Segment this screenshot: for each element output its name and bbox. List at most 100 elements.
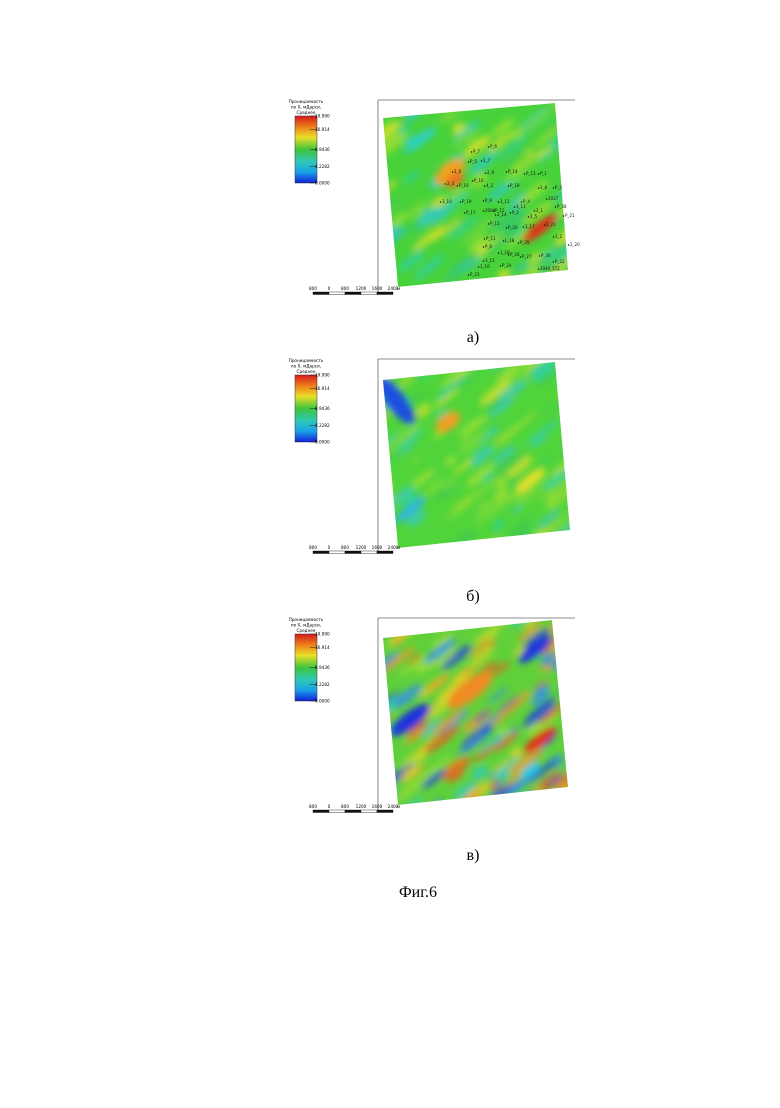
texture-blob	[444, 351, 468, 372]
well	[568, 244, 569, 245]
well-label: 2_20	[570, 242, 580, 247]
scale-label: 800	[309, 286, 317, 291]
scale-segment	[361, 292, 377, 295]
page: Фиг.6 Проницаемостьпо X, мДарси,Среднее1…	[0, 0, 780, 1103]
scale-segment	[329, 551, 345, 554]
legend-tick-label: 8.9436	[315, 406, 330, 411]
well-label: P_28	[510, 252, 520, 257]
scale-segment	[345, 292, 361, 295]
scale-segment	[361, 551, 377, 554]
well	[534, 210, 535, 211]
well-label: P_8	[485, 244, 492, 249]
well-label: P_13	[526, 171, 536, 176]
texture-blob	[528, 272, 568, 306]
texture-blob	[378, 512, 394, 526]
well	[523, 226, 524, 227]
well-label: 3_15	[485, 258, 495, 263]
well	[445, 183, 446, 184]
scale-label: 800	[341, 804, 349, 809]
well	[553, 187, 554, 188]
well-label: 1_11	[500, 199, 510, 204]
texture-blob	[368, 711, 393, 732]
well-label: 1_2	[555, 234, 563, 239]
legend-tick-label: 16.914	[315, 386, 330, 391]
well-label: P_20	[508, 225, 518, 230]
well-label: P_17	[466, 210, 476, 215]
well	[498, 252, 499, 253]
texture-blob	[370, 266, 390, 284]
panel: Проницаемостьпо X, мДарси,Среднее19.9901…	[289, 345, 588, 605]
caption: в)	[467, 847, 480, 864]
well-label: P_14	[508, 169, 518, 174]
scale-unit: м	[397, 545, 400, 550]
well-label: P_10	[459, 183, 469, 188]
scale-segment	[377, 551, 393, 554]
scale-segment	[345, 810, 361, 813]
well	[464, 212, 465, 213]
property-map	[369, 345, 588, 561]
legend-tick-label: 0.0000	[315, 181, 330, 186]
scale-segment	[329, 292, 345, 295]
texture-blob	[551, 623, 585, 652]
well	[506, 227, 507, 228]
caption: б)	[466, 588, 479, 605]
well	[481, 160, 482, 161]
well-label: P_21	[565, 213, 575, 218]
scale-segment	[377, 292, 393, 295]
well-label: 2_7	[483, 158, 491, 163]
scale-segment	[313, 292, 329, 295]
scale-label: 800	[309, 804, 317, 809]
well-label: 2_6	[454, 169, 462, 174]
well	[508, 185, 509, 186]
legend-tick-label: 8.9436	[315, 665, 330, 670]
well	[488, 146, 489, 147]
well	[553, 236, 554, 237]
well	[472, 180, 473, 181]
texture-blob	[560, 796, 578, 813]
panel: Проницаемостьпо X, мДарси,Среднее19.9901…	[289, 607, 587, 864]
scale-label: 800	[309, 545, 317, 550]
well	[544, 224, 545, 225]
legend-title: Среднее	[297, 110, 316, 115]
well-label: P_5	[470, 159, 477, 164]
well-label: P_23	[470, 272, 480, 277]
well	[498, 201, 499, 202]
property-map	[363, 607, 586, 820]
figure-label: Фиг.6	[399, 884, 437, 901]
well-label: 1_17	[525, 224, 535, 229]
texture-blob	[558, 170, 587, 196]
texture-blob	[557, 678, 576, 695]
well-label: P_1	[540, 171, 547, 176]
well	[521, 201, 522, 202]
scale-label: 1200	[356, 545, 367, 550]
scale-segment	[377, 810, 393, 813]
texture-blob	[555, 376, 583, 401]
well	[471, 151, 472, 152]
legend-tick-label: 4.2282	[315, 423, 330, 428]
legend-title: Среднее	[297, 628, 316, 633]
well-label: P_16	[474, 178, 484, 183]
scale-label: 0	[328, 804, 331, 809]
legend-title: по X, мДарси,	[291, 623, 321, 628]
well-label: P_9	[485, 198, 492, 203]
texture-blob	[370, 207, 391, 227]
well-label: 2_14	[497, 212, 507, 217]
scale-unit: м	[397, 804, 400, 809]
well-label: P_2	[512, 210, 519, 215]
well-label: 2_5	[530, 214, 538, 219]
well-label: P_22	[555, 259, 565, 264]
well-label: P_24	[502, 263, 512, 268]
scale-label: 1600	[372, 545, 383, 550]
legend-tick-label: 8.9436	[315, 147, 330, 152]
scale-label: 1600	[372, 804, 383, 809]
well	[483, 260, 484, 261]
texture-blob	[523, 534, 538, 547]
well-label: 4_2	[486, 183, 494, 188]
well	[495, 214, 496, 215]
well	[457, 185, 458, 186]
scale-segment	[345, 551, 361, 554]
legend-tick-label: 4.2282	[315, 682, 330, 687]
well	[528, 216, 529, 217]
legend-title: Проницаемость	[289, 99, 324, 104]
texture-blob	[369, 92, 392, 111]
